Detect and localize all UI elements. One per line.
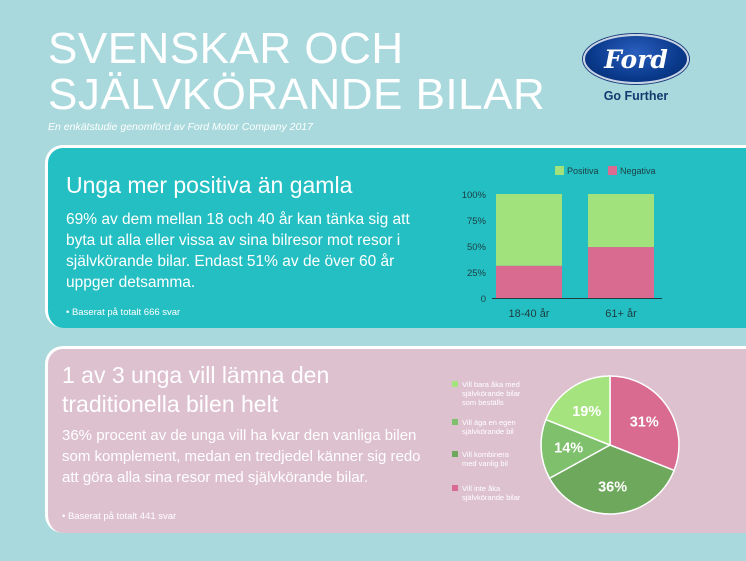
pie-legend-label: med vanlig bil	[462, 459, 508, 468]
ford-logo: Ford Go Further	[583, 34, 689, 103]
ford-tagline: Go Further	[603, 89, 669, 103]
pie-legend-label: som beställs	[462, 398, 504, 407]
title-line-2: SJÄLVKÖRANDE BILAR	[48, 70, 546, 119]
section2-body: 36% procent av de unga vill ha kvar den …	[62, 427, 421, 486]
pie-legend-label: självkörande bilar	[462, 389, 521, 398]
pie-legend-swatch-0	[452, 381, 458, 387]
survey-subtitle: En enkätstudie genomförd av Ford Motor C…	[48, 121, 313, 133]
y-tick-label: 25%	[467, 268, 487, 279]
young-preferences-pie-chart: 31%36%14%19%Vill bara åka medsjälvkörand…	[452, 375, 680, 515]
y-tick-label: 0	[481, 294, 486, 305]
section1-footnote: • Baserat på totalt 666 svar	[66, 307, 181, 318]
bar-negativa-0	[496, 265, 562, 298]
pie-slice-1	[548, 444, 676, 515]
section2-heading: 1 av 3 unga vill lämna den traditionella…	[62, 361, 329, 419]
y-tick-label: 75%	[467, 216, 487, 227]
pie-legend-label: självkörande bil	[462, 427, 514, 436]
page-title: SVENSKAR OCH SJÄLVKÖRANDE BILAR	[48, 26, 568, 118]
bar-positiva-0	[496, 194, 562, 266]
legend-label-1: Negativa	[620, 166, 656, 176]
y-tick-label: 100%	[462, 190, 487, 201]
section2-heading-line1: 1 av 3 unga vill lämna den	[62, 362, 330, 388]
pie-slice-label-0: 31%	[630, 415, 659, 431]
legend-swatch-1	[608, 166, 617, 175]
pie-legend-label: Vill bara åka med	[462, 380, 520, 389]
section2-heading-line2: traditionella bilen helt	[62, 391, 279, 417]
pie-legend-label: Vill kombinera	[462, 450, 510, 459]
ford-wordmark: Ford	[604, 44, 668, 74]
pie-legend-swatch-2	[452, 451, 458, 457]
pie-slice-label-1: 36%	[598, 479, 627, 495]
age-stacked-bar-chart: Positiva Negativa 100% 75% 50% 25% 0 18-40 år 61…	[462, 166, 662, 320]
pie-legend-label: Vill inte åka	[462, 484, 501, 493]
bar-negativa-1	[588, 247, 654, 298]
pie-slice-0	[609, 375, 680, 472]
legend-label-0: Positiva	[567, 166, 599, 176]
bar-positiva-1	[588, 194, 654, 248]
title-line-1: SVENSKAR OCH	[48, 24, 404, 73]
pie-slice-3	[544, 375, 611, 447]
legend-swatch-0	[555, 166, 564, 175]
pie-slice-label-2: 14%	[554, 441, 583, 457]
pie-legend-swatch-1	[452, 419, 458, 425]
section1-heading: Unga mer positiva än gamla	[66, 172, 353, 198]
section2-footnote: • Baserat på totalt 441 svar	[62, 511, 177, 522]
pie-legend-swatch-3	[452, 485, 458, 491]
pie-slice-label-3: 19%	[572, 404, 601, 420]
pie-legend-label: Vill äga en egen	[462, 418, 516, 427]
y-tick-label: 50%	[467, 242, 487, 253]
x-tick-label: 18-40 år	[509, 308, 550, 320]
x-tick-label: 61+ år	[605, 308, 637, 320]
section1-body: 69% av dem mellan 18 och 40 år kan tänka…	[66, 211, 410, 291]
ford-oval-icon: Ford	[583, 34, 689, 84]
pie-slice-2	[540, 418, 612, 480]
pie-legend-label: självkörande bilar	[462, 493, 521, 502]
